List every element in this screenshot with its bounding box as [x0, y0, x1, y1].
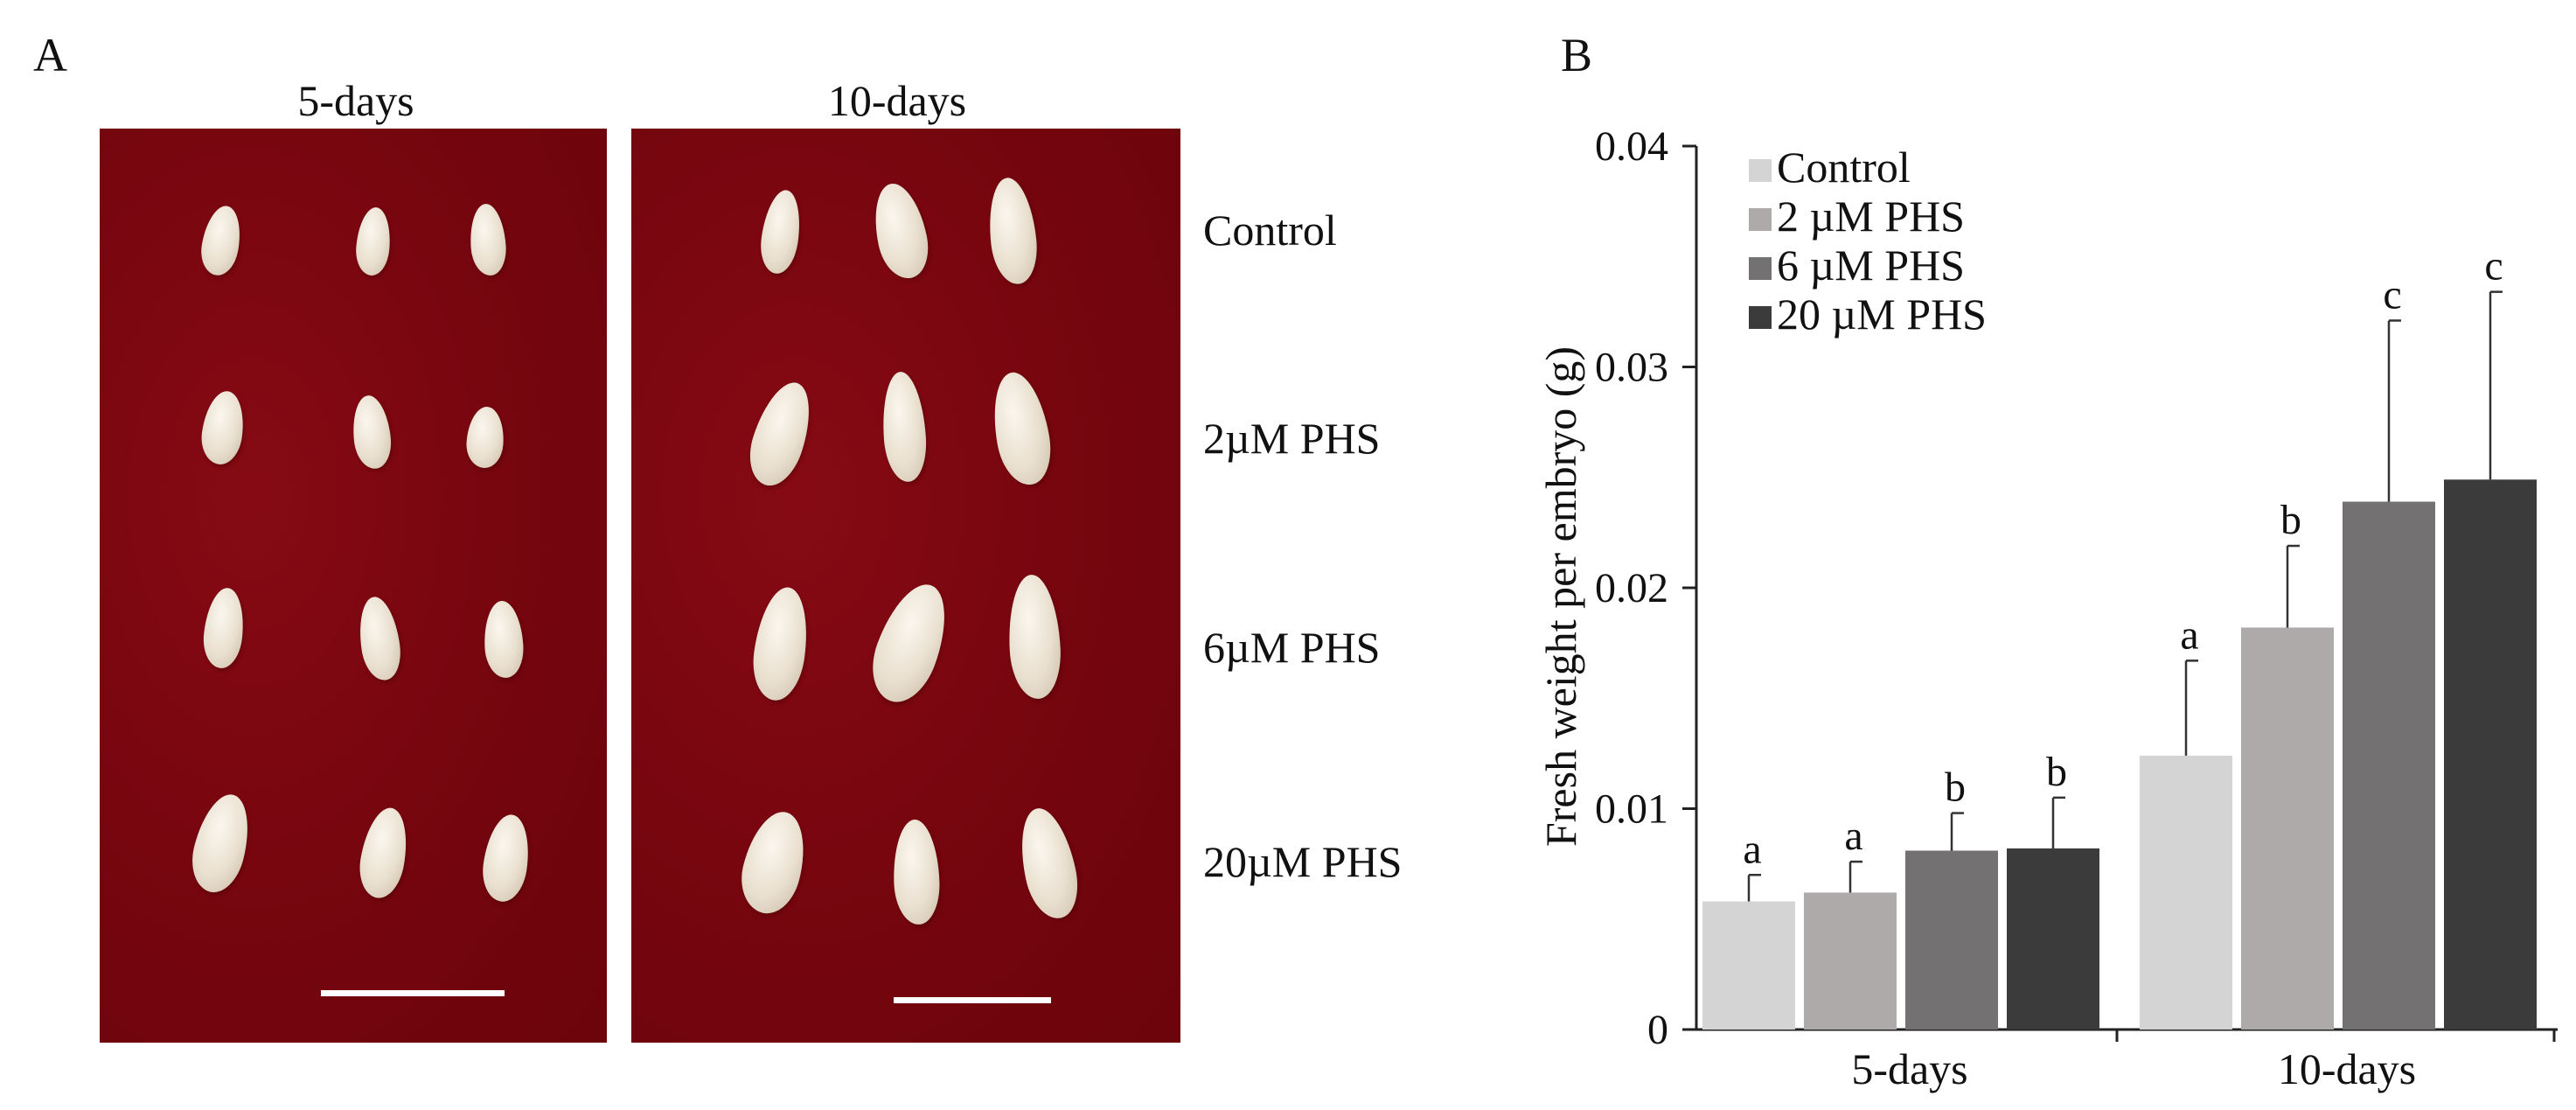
embryo — [184, 788, 258, 898]
bar-chart: 0 0.01 0.02 0.03 0.04 Fresh weight per embryo… — [1536, 123, 2558, 1093]
embryo — [748, 583, 814, 704]
x-tick-label: 10-days — [2278, 1044, 2416, 1093]
embryo — [756, 187, 805, 276]
embryo — [860, 575, 960, 711]
bar — [1804, 892, 1897, 1030]
y-tick-label: 0 — [1647, 1007, 1668, 1053]
bar — [2007, 848, 2099, 1030]
significance-letter: a — [2180, 611, 2198, 658]
embryo — [464, 405, 506, 470]
legend-swatch — [1749, 306, 1772, 329]
row-label-6um-phs: 6µM PHS — [1203, 623, 1381, 672]
embryo — [198, 388, 248, 467]
embryo — [1006, 573, 1063, 701]
bar — [2343, 501, 2435, 1030]
row-label-2um-phs: 2µM PHS — [1203, 414, 1381, 463]
embryo — [985, 367, 1057, 490]
row-label-control: Control — [1203, 206, 1337, 255]
embryo-photo-10-days — [631, 129, 1180, 1043]
significance-letter: b — [2046, 749, 2067, 795]
embryo — [891, 819, 942, 925]
embryo — [354, 594, 405, 683]
legend-label: Control — [1777, 143, 1911, 192]
legend-swatch — [1749, 159, 1772, 182]
legend-label: 2 µM PHS — [1777, 192, 1965, 241]
significance-letter: a — [1844, 813, 1862, 859]
embryo-photo-5-days — [100, 129, 607, 1043]
embryo — [1012, 803, 1085, 924]
significance-letter: c — [2484, 243, 2503, 290]
panel-a-letter: A — [33, 29, 67, 81]
y-tick-label: 0.03 — [1595, 345, 1668, 391]
embryo — [353, 206, 393, 277]
embryo — [478, 812, 534, 904]
y-tick-label: 0.01 — [1595, 786, 1668, 833]
embryo — [349, 394, 394, 471]
legend-swatch — [1749, 208, 1772, 231]
bar — [2241, 627, 2334, 1030]
x-tick-label: 5-days — [1851, 1044, 1967, 1093]
bar — [2140, 755, 2232, 1030]
embryo — [197, 202, 246, 279]
embryo — [740, 375, 822, 492]
scale-bar — [894, 997, 1051, 1003]
scale-bar — [321, 990, 505, 996]
row-label-20um-phs: 20µM PHS — [1203, 837, 1403, 886]
legend-swatch — [1749, 257, 1772, 280]
embryo — [482, 599, 526, 680]
significance-letter: b — [2280, 497, 2301, 543]
y-axis-label: Fresh weight per embryo (g) — [1536, 346, 1585, 847]
embryo — [733, 805, 815, 920]
y-tick-label: 0.04 — [1595, 123, 1668, 170]
embryo — [354, 804, 414, 902]
bar — [1702, 901, 1795, 1030]
bar — [2444, 479, 2537, 1030]
legend-label: 20 µM PHS — [1777, 290, 1987, 339]
significance-letter: c — [2383, 271, 2401, 318]
column-title-5-days: 5-days — [297, 76, 414, 125]
embryo — [984, 175, 1041, 287]
embryo — [867, 178, 935, 283]
legend-label: 6 µM PHS — [1777, 241, 1965, 290]
significance-letter: a — [1743, 826, 1761, 872]
bar — [1905, 850, 1998, 1030]
panel-b-letter: B — [1561, 29, 1593, 81]
significance-letter: b — [1945, 764, 1966, 811]
y-tick-label: 0.02 — [1595, 565, 1668, 611]
embryo — [200, 585, 247, 671]
embryo — [468, 202, 508, 277]
embryo — [879, 370, 929, 484]
column-title-10-days: 10-days — [827, 76, 967, 125]
